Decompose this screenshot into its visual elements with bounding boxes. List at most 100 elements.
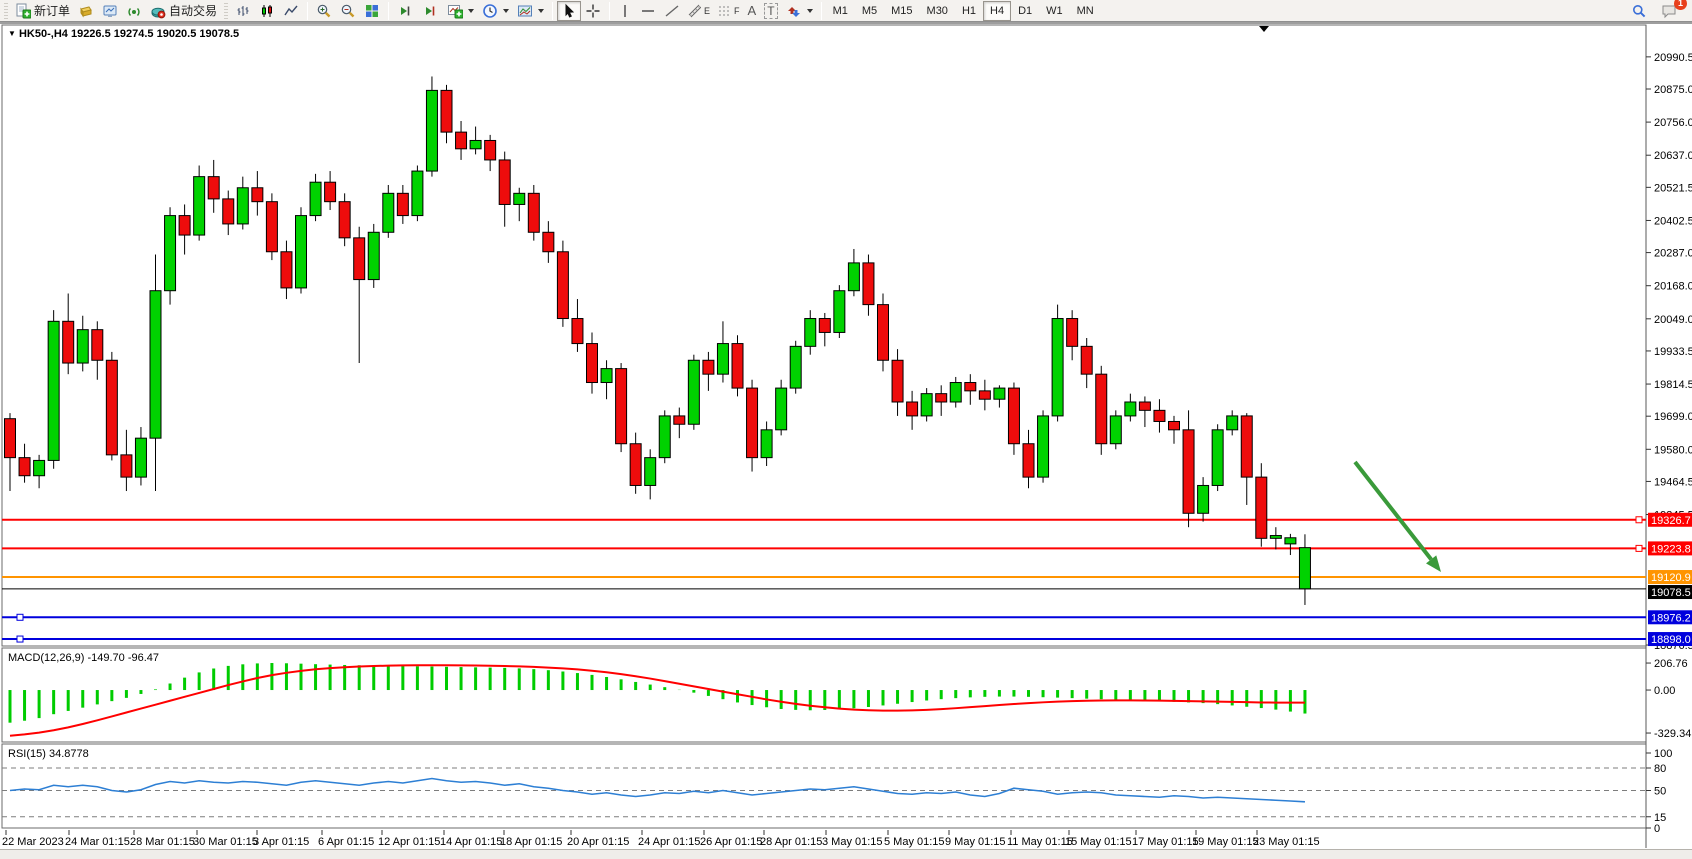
line-chart-type-button[interactable] xyxy=(279,1,303,21)
candle xyxy=(1168,420,1180,431)
trendline-tool-button[interactable] xyxy=(660,1,684,21)
candle xyxy=(149,290,162,439)
candle xyxy=(1211,429,1224,486)
candle xyxy=(687,359,700,425)
arrows-tool-button[interactable] xyxy=(782,1,817,21)
clock-icon xyxy=(483,3,497,18)
terminal-icon xyxy=(103,5,117,17)
level-line-handle[interactable] xyxy=(16,613,24,621)
signals-button[interactable] xyxy=(122,1,146,21)
crosshair-tool-button[interactable] xyxy=(581,1,605,21)
candle xyxy=(498,159,511,205)
rsi-tick-label: 15 xyxy=(1654,812,1666,824)
auto-scroll-button[interactable] xyxy=(393,1,417,21)
timeframe-m15[interactable]: M15 xyxy=(884,1,919,21)
timeframe-h4[interactable]: H4 xyxy=(983,0,1012,21)
price-tick-label: 19580.0 xyxy=(1654,444,1692,456)
chevron-down-icon xyxy=(806,8,813,13)
candle xyxy=(396,192,409,217)
auto-scroll-icon xyxy=(401,6,410,15)
candle xyxy=(207,176,220,200)
vertical-line-tool-button[interactable] xyxy=(614,1,636,21)
time-tick-label: 23 May 01:15 xyxy=(1253,836,1320,848)
terminal-button[interactable] xyxy=(98,1,122,21)
candle xyxy=(1124,401,1137,417)
candle xyxy=(251,187,264,203)
candle xyxy=(615,368,628,445)
text-label-tool-button[interactable]: T xyxy=(760,1,781,21)
time-tick-label: 30 Mar 01:15 xyxy=(193,836,258,848)
market-watch-button[interactable] xyxy=(74,1,98,21)
timeframe-w1[interactable]: W1 xyxy=(1039,1,1070,21)
toolbar-separator xyxy=(609,1,611,20)
level-line-handle[interactable] xyxy=(1635,516,1643,524)
toolbar-separator xyxy=(388,1,390,20)
zoom-out-icon xyxy=(341,4,355,17)
auto-trading-icon xyxy=(151,7,166,18)
chart-shift-marker[interactable] xyxy=(1259,26,1269,32)
bar-chart-type-button[interactable] xyxy=(231,1,255,21)
candle xyxy=(629,443,642,486)
period-clock-button[interactable] xyxy=(478,1,513,21)
zoom-out-button[interactable] xyxy=(336,1,360,21)
candle xyxy=(76,329,89,364)
level-line-handle[interactable] xyxy=(16,635,24,643)
candlestick-icon xyxy=(262,4,273,17)
candle xyxy=(295,215,307,289)
chart-dropdown-icon[interactable]: ▼ xyxy=(8,29,16,38)
chart-shift-button[interactable] xyxy=(417,1,441,21)
time-tick-label: 6 Apr 01:15 xyxy=(318,836,374,848)
candle xyxy=(1138,401,1151,411)
text-tool-button[interactable]: A xyxy=(744,1,761,21)
timeframe-mn[interactable]: MN xyxy=(1070,1,1101,21)
timeframe-d1[interactable]: D1 xyxy=(1011,1,1039,21)
timeframe-m30[interactable]: M30 xyxy=(920,1,955,21)
horizontal-line-tool-button[interactable] xyxy=(636,1,660,21)
zoom-in-button[interactable] xyxy=(312,1,336,21)
candle xyxy=(1153,409,1166,422)
candle xyxy=(673,415,686,425)
price-level-badge-text: 18898.0 xyxy=(1651,634,1691,646)
add-indicator-icon xyxy=(448,4,464,18)
price-tick-label: 20402.5 xyxy=(1654,215,1692,227)
template-button[interactable] xyxy=(513,1,548,21)
main-price-pane[interactable] xyxy=(1,24,1647,647)
cursor-tool-button[interactable] xyxy=(557,0,582,21)
candle xyxy=(280,251,293,289)
time-tick-label: 9 May 01:15 xyxy=(945,836,1006,848)
level-line-handle[interactable] xyxy=(1635,544,1643,552)
chart-ohlc-values: 19226.5 19274.5 19020.5 19078.5 xyxy=(70,28,240,40)
auto-trading-button[interactable]: 自动交易 xyxy=(146,1,221,21)
candle xyxy=(164,215,177,292)
candle xyxy=(949,382,962,403)
time-tick-label: 24 Apr 01:15 xyxy=(638,836,700,848)
tile-windows-button[interactable] xyxy=(360,1,384,21)
candle xyxy=(484,139,497,161)
rsi-tick-label: 80 xyxy=(1654,763,1666,775)
new-order-button[interactable]: 新订单 xyxy=(11,1,74,21)
candle xyxy=(964,382,977,392)
fibonacci-tool-button[interactable]: F xyxy=(714,1,744,21)
price-tick-label: 20637.0 xyxy=(1654,150,1692,162)
notification-badge: 1 xyxy=(1674,0,1687,10)
add-indicator-button[interactable] xyxy=(443,1,478,21)
timeframe-m1[interactable]: M1 xyxy=(826,1,855,21)
time-tick-label: 28 Mar 01:15 xyxy=(130,836,195,848)
rsi-pane[interactable] xyxy=(1,743,1647,829)
chart-title: ▼ HK50-,H4 19226.5 19274.5 19020.5 19078… xyxy=(8,28,239,40)
candle xyxy=(120,454,133,478)
price-level-badge xyxy=(1648,632,1692,647)
search-button[interactable] xyxy=(1627,1,1651,21)
candle xyxy=(1197,484,1210,514)
channel-tool-button[interactable]: E xyxy=(684,1,714,21)
price-level-badge-text: 19223.8 xyxy=(1651,543,1691,555)
price-tick-label: 20875.0 xyxy=(1654,84,1692,96)
candle xyxy=(1226,415,1239,431)
timeframe-m5[interactable]: M5 xyxy=(855,1,884,21)
candle xyxy=(600,368,613,384)
candlestick-type-button[interactable] xyxy=(255,1,279,21)
timeframe-h1[interactable]: H1 xyxy=(955,1,983,21)
trend-arrow-annotation[interactable] xyxy=(1353,460,1433,561)
vertical-line-icon xyxy=(624,4,626,17)
